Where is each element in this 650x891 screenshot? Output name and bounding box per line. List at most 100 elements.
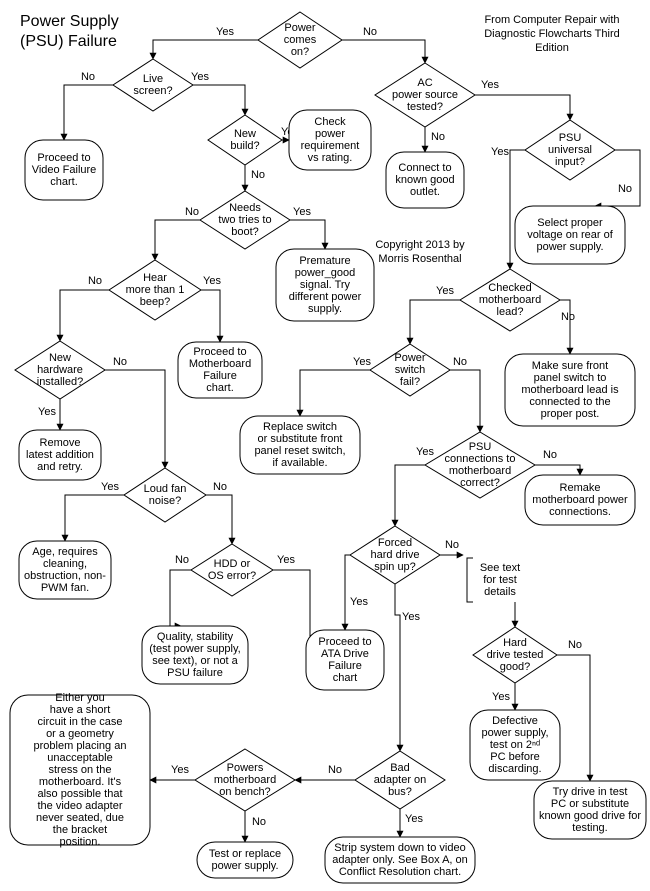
node-text: Check (314, 116, 346, 128)
node-text: lead? (497, 306, 524, 318)
node-text: PC before (490, 751, 540, 763)
node-text: Proceed to (318, 636, 371, 648)
node-text: for test (483, 574, 517, 586)
node-text: Remove (40, 437, 81, 449)
node-text: Hear (143, 272, 167, 284)
edge-label: Yes (216, 26, 234, 38)
node-text: different power (289, 291, 362, 303)
copyright-line: Morris Rosenthal (378, 253, 461, 265)
title-line-2: (PSU) Failure (20, 33, 117, 50)
title-line-1: Power Supply (20, 13, 119, 30)
node-text: stress on the (49, 764, 112, 776)
node-test_replace: Test or replacepower supply. (197, 842, 293, 878)
edge-label: Yes (191, 71, 209, 83)
edge-label: Yes (492, 691, 510, 703)
node-text: Connect to (398, 162, 451, 174)
node-text: Needs (229, 202, 261, 214)
node-text: Age, requires (32, 546, 98, 558)
node-text: on bench? (219, 786, 270, 798)
node-text: New (49, 352, 71, 364)
node-text: noise? (149, 495, 181, 507)
node-text: Video Failure (32, 164, 97, 176)
node-text: never seated, due (36, 812, 124, 824)
node-text: motherboard (449, 465, 511, 477)
node-text: the video adapter (37, 800, 122, 812)
node-text: installed? (37, 376, 83, 388)
node-text: Checked (488, 282, 531, 294)
edge-label: Yes (436, 285, 454, 297)
node-quality: Quality, stability(test power supply,see… (142, 626, 248, 684)
node-text: spin up? (374, 561, 416, 573)
node-remake_conn: Remakemotherboard powerconnections. (525, 475, 635, 525)
edge-label: No (252, 816, 266, 828)
node-text: if available. (272, 457, 327, 469)
source-line: Edition (535, 42, 569, 54)
node-text: vs rating. (308, 152, 353, 164)
node-text: unacceptable (47, 752, 112, 764)
edge-label: No (568, 639, 582, 651)
node-front_panel: Make sure frontpanel switch tomotherboar… (505, 354, 635, 426)
node-text: and retry. (37, 461, 83, 473)
node-text: Loud fan (144, 483, 187, 495)
edge-label: Yes (203, 275, 221, 287)
node-text: (test power supply, (149, 643, 241, 655)
node-text: supply. (308, 303, 342, 315)
node-text: Motherboard (189, 358, 251, 370)
node-text: HDD or (214, 558, 251, 570)
node-premature: Prematurepower_goodsignal. Trydifferent … (276, 249, 374, 321)
node-text: motherboard power (532, 494, 628, 506)
node-text: power source (392, 89, 458, 101)
node-text: requirement (301, 140, 360, 152)
node-text: known good (395, 174, 454, 186)
node-text: discarding. (488, 763, 541, 775)
source-line: Diagnostic Flowcharts Third (484, 28, 620, 40)
node-text: Make sure front (532, 360, 608, 372)
node-text: New (234, 128, 256, 140)
node-text: cleaning, (43, 558, 87, 570)
node-text: have a short (50, 704, 111, 716)
node-text: Live (143, 73, 163, 85)
edge-label: No (543, 449, 557, 461)
node-text: ATA Drive (321, 648, 369, 660)
node-replace_switch: Replace switchor substitute frontpanel r… (240, 416, 360, 474)
edge-label: No (445, 539, 459, 551)
edge-label: Yes (481, 79, 499, 91)
node-select_voltage: Select propervoltage on rear ofpower sup… (515, 206, 625, 264)
node-proceed_ata: Proceed toATA DriveFailurechart (306, 630, 384, 690)
node-text: Remake (560, 482, 601, 494)
node-text: PSU failure (167, 667, 223, 679)
node-text: chart. (206, 382, 234, 394)
node-text: Powers (227, 762, 264, 774)
node-text: Bad (390, 762, 410, 774)
node-text: Premature (299, 255, 350, 267)
node-text: correct? (460, 477, 500, 489)
node-text: Proceed to (193, 346, 246, 358)
node-text: Failure (328, 660, 362, 672)
node-strip_system: Strip system down to videoadapter only. … (325, 837, 475, 883)
edge-label: No (453, 356, 467, 368)
node-text: connections to (445, 453, 516, 465)
node-text: universal (548, 144, 592, 156)
node-text: power (315, 128, 345, 140)
node-text: proper post. (541, 408, 600, 420)
edge-label: Yes (416, 446, 434, 458)
node-text: Quality, stability (157, 631, 234, 643)
node-text: Defective (492, 715, 538, 727)
node-text: AC (417, 77, 432, 89)
node-text: fail? (400, 376, 420, 388)
edge-label: No (561, 311, 575, 323)
edge-label: No (175, 554, 189, 566)
node-text: power supply. (211, 860, 278, 872)
node-text: connected to the (529, 396, 610, 408)
edge-label: Yes (353, 356, 371, 368)
node-text: problem placing an (34, 740, 127, 752)
node-age_fan: Age, requirescleaning,obstruction, non-P… (19, 541, 111, 599)
node-text: chart. (50, 176, 78, 188)
node-text: panel switch to (534, 372, 607, 384)
node-text: motherboard lead is (521, 384, 619, 396)
node-short_circuit: Either youhave a shortcircuit in the cas… (10, 692, 150, 848)
node-text: Strip system down to video (334, 842, 465, 854)
node-text: test on 2ⁿᵈ (490, 739, 540, 751)
node-text: adapter on (374, 774, 427, 786)
node-text: power supply. (536, 241, 603, 253)
